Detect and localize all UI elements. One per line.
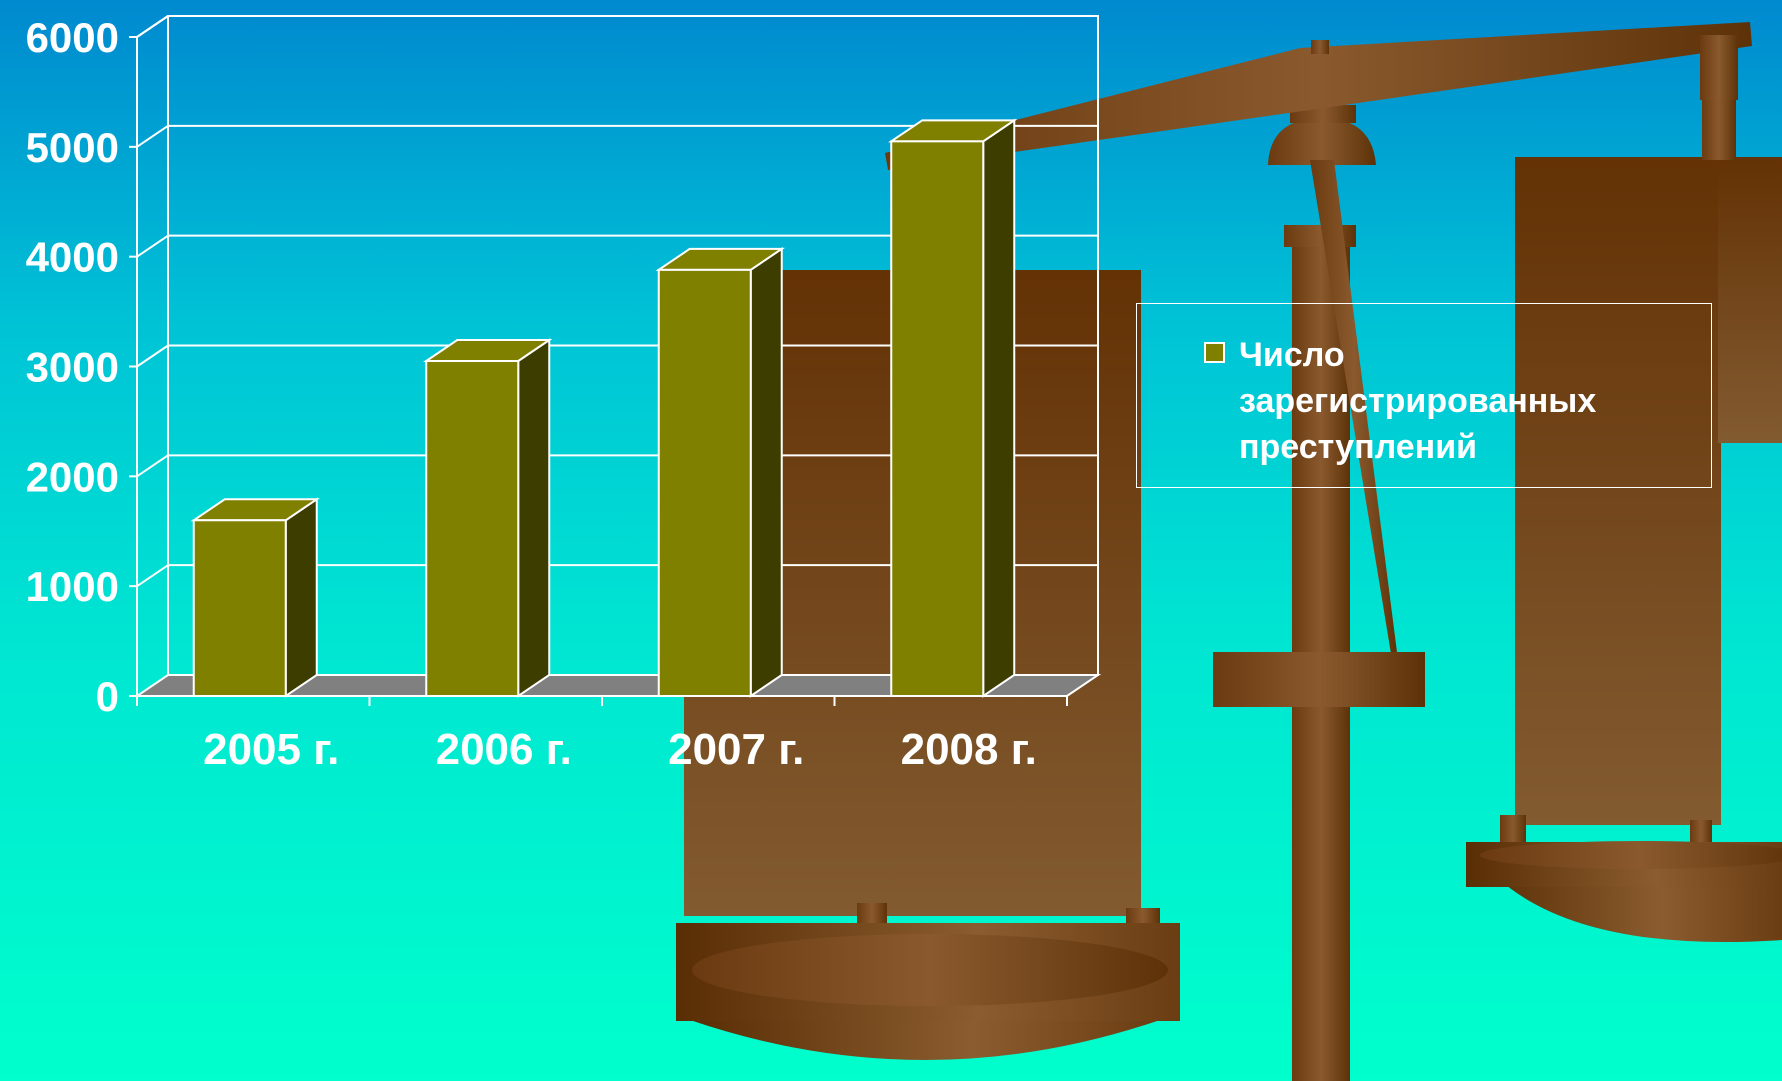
right-weight-block-edge [1718, 157, 1782, 443]
x-axis: 2005 г. 2006 г. 2007 г. 2008 г. [136, 695, 1068, 774]
right-hanger [1700, 35, 1738, 100]
gridline-side [136, 15, 169, 38]
right-pan-clip-a [1500, 815, 1526, 845]
bar-side [982, 118, 1016, 698]
left-pan-bowl [690, 1020, 1160, 1060]
y-tick-label: 4000 [26, 234, 119, 281]
y-tick-label: 2000 [26, 453, 119, 500]
x-tick-label: 2005 г. [203, 725, 339, 774]
bar-front [657, 268, 752, 697]
bar [190, 497, 321, 698]
y-tick-label: 3000 [26, 344, 119, 391]
gridline-side [136, 234, 169, 258]
scale-pivot [1268, 118, 1376, 165]
scale-beam [885, 22, 1752, 170]
scale-needle [1310, 160, 1398, 660]
bar [887, 118, 1018, 698]
bar-side [517, 338, 551, 698]
bar-side [749, 246, 783, 698]
chart-bars [190, 118, 1018, 698]
bar-front [425, 360, 520, 697]
right-hanger-joint [1702, 100, 1736, 160]
scales-illustration [676, 22, 1782, 1081]
left-pan-rim [692, 934, 1168, 1006]
needle-base [1213, 652, 1425, 707]
gridline-side [136, 344, 169, 368]
x-tick-label: 2006 г. [436, 725, 572, 774]
y-tick-label: 1000 [26, 563, 119, 610]
bar-side [284, 497, 318, 698]
right-weight-block [1515, 157, 1721, 825]
gridline-side [136, 454, 169, 478]
bar-front [890, 140, 985, 697]
y-axis: 0 1000 2000 3000 4000 5000 6000 [26, 14, 137, 720]
y-tick-label: 0 [96, 673, 119, 720]
chart-legend: Число зарегистрированных преступлений [1136, 303, 1712, 488]
bar [655, 246, 786, 698]
left-pan-clip-a [857, 903, 887, 925]
y-tick-label: 6000 [26, 14, 119, 61]
beam-top-stub [1311, 40, 1329, 54]
legend-label: Число зарегистрированных преступлений [1239, 336, 1597, 466]
y-tick-label: 5000 [26, 124, 119, 171]
bar-front [192, 519, 287, 697]
x-tick-label: 2008 г. [901, 725, 1037, 774]
x-tick-label: 2007 г. [668, 725, 804, 774]
pole-collar [1284, 225, 1356, 247]
bar [422, 338, 553, 698]
right-pan-rim [1480, 841, 1782, 869]
legend-swatch [1204, 342, 1225, 363]
gridline-side [136, 564, 169, 587]
gridline-side [136, 125, 169, 148]
